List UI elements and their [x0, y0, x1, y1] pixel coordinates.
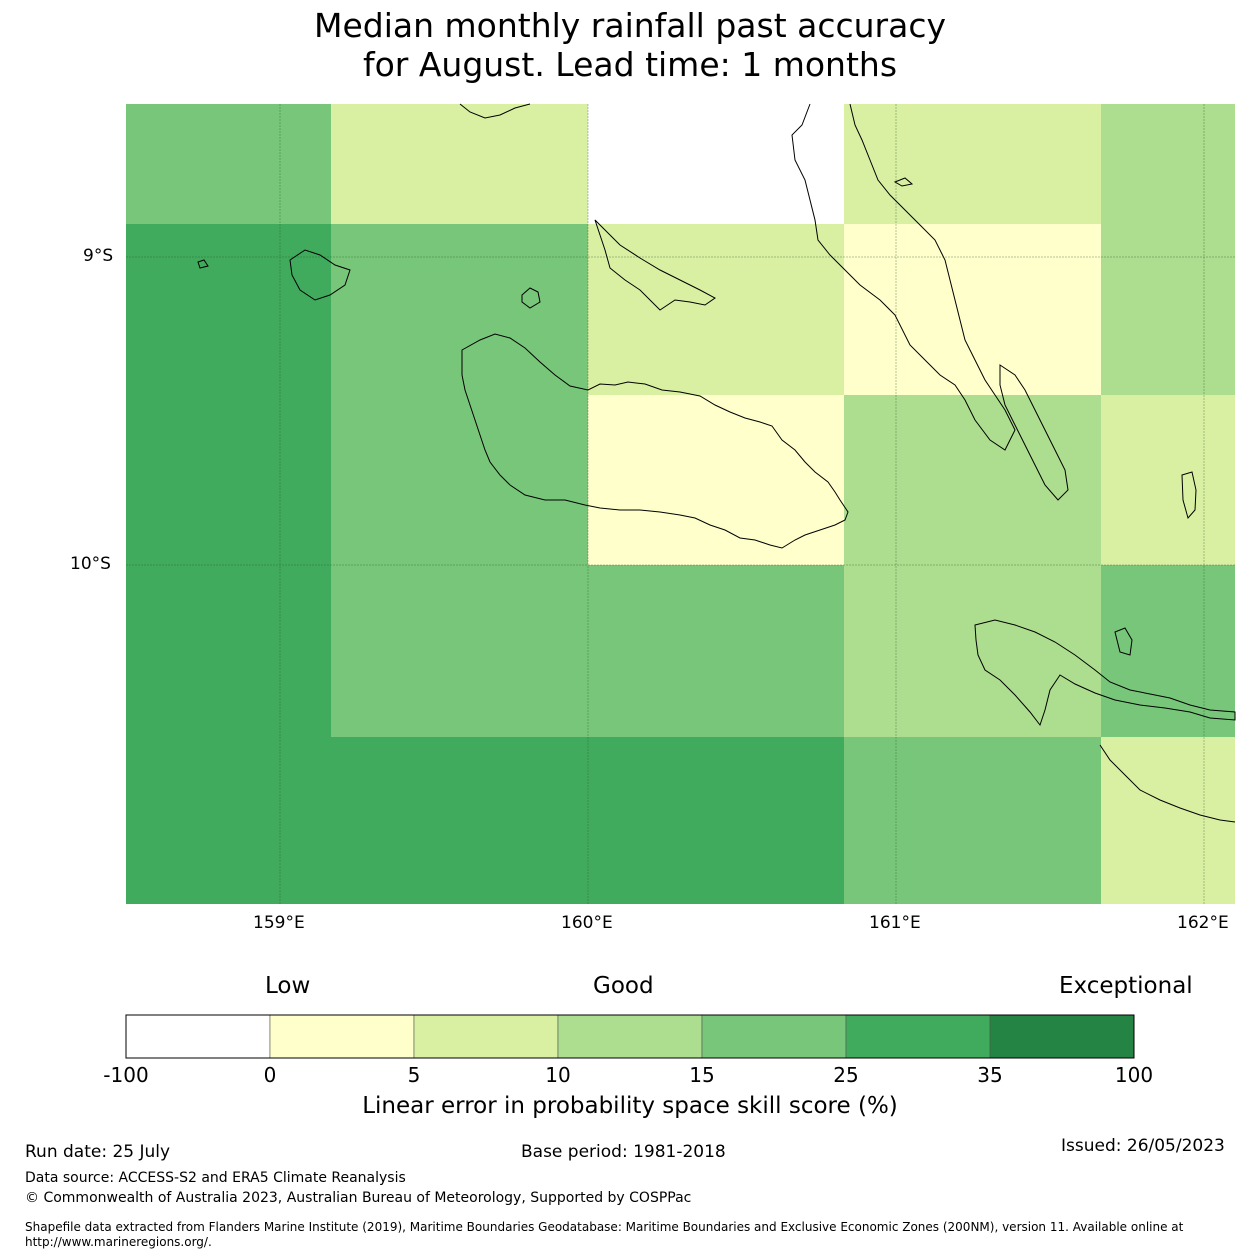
coastline-santa-isabel-tip: [459, 103, 531, 119]
grid-cell: [331, 104, 588, 224]
colorbar-swatch: [413, 1014, 559, 1059]
run-date: Run date: 25 July: [25, 1142, 171, 1162]
coastlines: [197, 103, 1236, 823]
grid-cell: [844, 737, 1101, 904]
shapefile-attribution: Shapefile data extracted from Flanders M…: [25, 1220, 1184, 1249]
lon-label-162e: 162°E: [1177, 913, 1229, 933]
grid-cell: [588, 737, 844, 904]
coastline-isabel-islet: [893, 177, 914, 187]
colorbar-swatch: [269, 1014, 415, 1059]
grid-cell: [126, 104, 331, 224]
colorbar-tick: 100: [1114, 1063, 1154, 1087]
coastline-rennell: [1099, 744, 1236, 823]
lat-label-10s: 10°S: [70, 554, 111, 574]
grid-cell: [331, 737, 588, 904]
lon-label-159e: 159°E: [253, 913, 305, 933]
map-title: Median monthly rainfall past accuracy fo…: [0, 6, 1260, 84]
grid-cell: [1101, 224, 1235, 395]
grid-cell: [1101, 737, 1235, 904]
grid-cell: [588, 395, 844, 565]
grid-cell: [844, 395, 1101, 565]
issued-date: Issued: 26/05/2023: [1061, 1136, 1225, 1156]
base-period: Base period: 1981-2018: [521, 1142, 726, 1162]
title-line-1: Median monthly rainfall past accuracy: [313, 6, 947, 45]
grid-cell: [126, 395, 331, 565]
coastline-malaita: [791, 103, 1016, 451]
grid-cell: [588, 104, 844, 224]
legend-category-exceptional: Exceptional: [1059, 973, 1193, 999]
grid-cell: [331, 224, 588, 395]
lon-label-160e: 160°E: [561, 913, 613, 933]
colorbar-swatch: [125, 1014, 271, 1059]
colorbar-tick: 25: [833, 1063, 859, 1087]
colorbar-outline: [125, 1014, 1135, 1059]
grid-cell: [844, 565, 1101, 737]
grid-cell: [126, 737, 331, 904]
graticule: [126, 104, 1235, 904]
copyright: © Commonwealth of Australia 2023, Austra…: [25, 1190, 692, 1206]
colorbar-swatch: [845, 1014, 991, 1059]
legend-category-low: Low: [265, 973, 311, 999]
colorbar-swatch: [701, 1014, 847, 1059]
grid-cell: [588, 565, 844, 737]
coastline-sikaiana: [1181, 471, 1197, 520]
colorbar: [125, 1014, 1135, 1059]
data-source: Data source: ACCESS-S2 and ERA5 Climate …: [25, 1170, 406, 1186]
grid-cell: [126, 224, 331, 395]
grid-cell: [331, 565, 588, 737]
colorbar-label: Linear error in probability space skill …: [362, 1093, 898, 1119]
colorbar-swatch: [989, 1014, 1135, 1059]
coastline-savo: [521, 287, 541, 309]
colorbar-tick: 0: [263, 1063, 277, 1087]
colorbar-tick: 10: [545, 1063, 571, 1087]
grid-cell: [844, 224, 1101, 395]
legend-category-good: Good: [593, 973, 654, 999]
title-line-2: for August. Lead time: 1 months: [362, 45, 898, 84]
coastline-florida-islands: [594, 219, 716, 311]
coastline-makira: [974, 619, 1236, 727]
grid-cell: [1101, 395, 1235, 565]
colorbar-tick: 5: [407, 1063, 421, 1087]
coastline-small-island-west: [197, 259, 209, 269]
lat-label-9s: 9°S: [83, 246, 114, 266]
grid-cell: [1101, 565, 1235, 737]
coastline-small-malaita: [999, 364, 1069, 501]
coastline-ugi: [1114, 627, 1133, 656]
grid-cell: [331, 395, 588, 565]
lon-label-161e: 161°E: [869, 913, 921, 933]
colorbar-tick: 35: [977, 1063, 1003, 1087]
coastline-russell-islands: [289, 249, 351, 301]
grid-cell: [844, 104, 1101, 224]
colorbar-tick: 15: [689, 1063, 715, 1087]
grid-cell: [126, 565, 331, 737]
colorbar-swatch: [557, 1014, 703, 1059]
skill-grid: [126, 104, 1235, 904]
colorbar-tick: -100: [103, 1063, 149, 1087]
grid-cell: [1101, 104, 1235, 224]
coastline-guadalcanal: [461, 333, 849, 549]
